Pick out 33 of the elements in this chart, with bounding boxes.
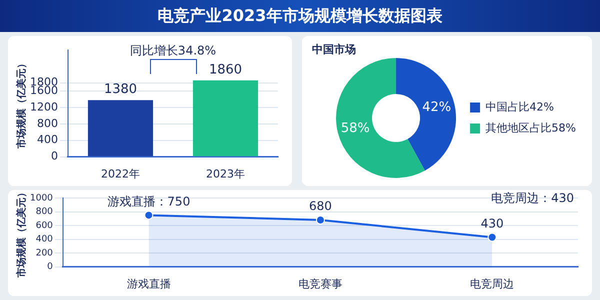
y-tick-label: 800	[36, 207, 54, 218]
legend-label: 中国占比42%	[486, 100, 554, 114]
y-tick-label: 400	[36, 234, 54, 245]
annotation: 同比增长34.8%	[130, 44, 216, 58]
y-tick-label: 0	[47, 262, 54, 272]
y-axis-title: 市场规模（亿美元）	[16, 187, 28, 278]
x-tick-label: 游戏直播	[126, 277, 171, 290]
x-tick-label: 电竞周边	[470, 277, 514, 290]
x-tick-label: 电竞赛事	[298, 277, 342, 290]
y-tick-label: 1000	[30, 193, 54, 204]
data-label: 42%	[422, 100, 452, 115]
chart-title: 电竞产业2023年市场规模增长数据图表	[0, 0, 600, 32]
point	[316, 216, 325, 225]
data-label: 430	[480, 216, 504, 230]
y-tick-label: 800	[36, 116, 58, 130]
annotation: 电竞周边：430	[491, 191, 574, 206]
y-tick-label: 200	[36, 248, 54, 258]
x-tick-label: 2023年	[206, 167, 245, 180]
y-tick-label: 400	[36, 133, 58, 146]
y-tick-label: 600	[36, 220, 54, 231]
data-label: 58%	[340, 120, 370, 136]
point	[488, 232, 497, 242]
y-tick-label: 0	[50, 150, 58, 163]
y-tick-label: 1200	[30, 100, 58, 114]
data-label: 1380	[104, 82, 138, 97]
data-label: 游戏直播：750	[107, 194, 190, 208]
legend-label: 其他地区占比58%	[486, 121, 576, 134]
data-label: 1860	[208, 62, 242, 78]
data-label: 680	[309, 199, 332, 214]
chart-title: 中国市场	[312, 42, 356, 57]
y-axis-title: 市场规模（亿美元）	[16, 58, 28, 150]
point	[144, 210, 154, 220]
x-tick-label: 2022年	[100, 167, 140, 180]
